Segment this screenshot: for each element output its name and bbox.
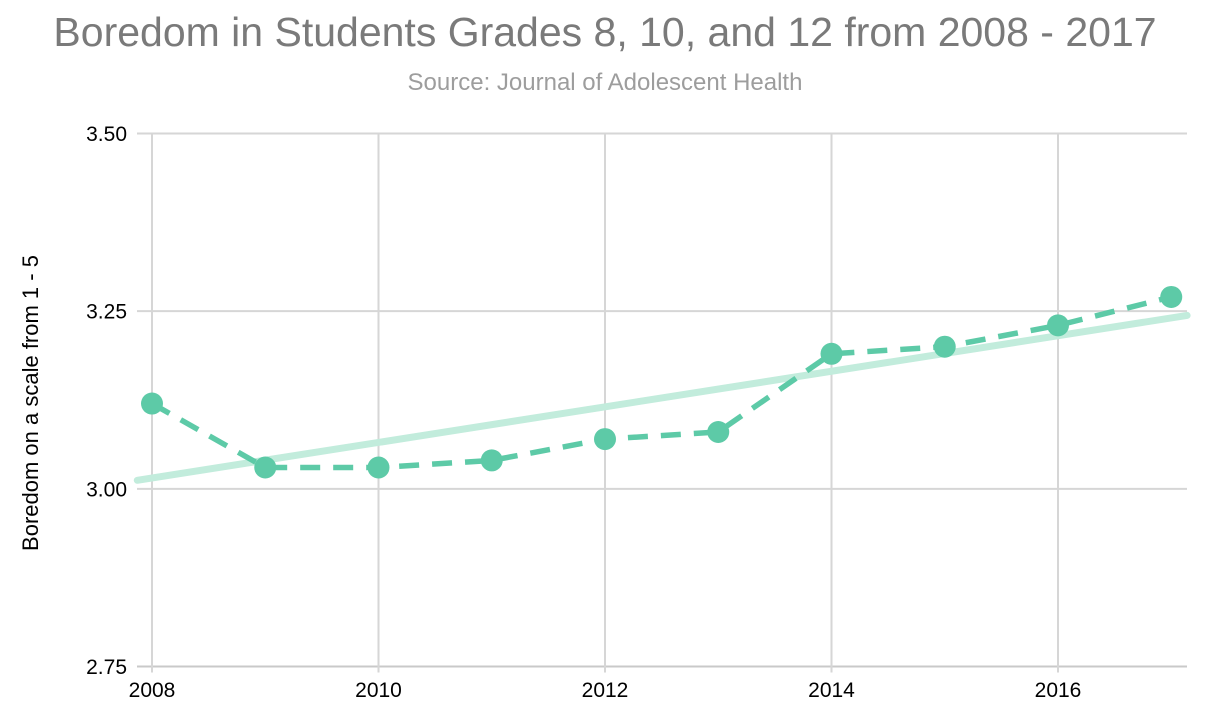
x-tick-label-2010: 2010 [355, 679, 402, 702]
x-tick-label-2012: 2012 [582, 679, 629, 702]
y-tick-label-3.50: 3.50 [86, 123, 127, 146]
x-tick-label-2008: 2008 [129, 679, 176, 702]
data-point-2013 [707, 420, 730, 443]
x-tick-label-2014: 2014 [808, 679, 855, 702]
data-point-2012 [594, 428, 616, 451]
data-point-2014 [820, 342, 843, 365]
data-point-2017 [1160, 285, 1183, 308]
chart-subtitle: Source: Journal of Adolescent Health [407, 69, 803, 96]
data-point-2008 [141, 392, 163, 415]
y-tick-label-3.00: 3.00 [86, 478, 127, 501]
data-point-2015 [933, 335, 956, 358]
y-tick-label-3.25: 3.25 [86, 301, 127, 324]
data-point-2011 [480, 449, 503, 472]
chart-title: Boredom in Students Grades 8, 10, and 12… [53, 9, 1157, 55]
data-point-2010 [367, 456, 390, 479]
trendline [133, 311, 1191, 484]
y-tick-label-2.75: 2.75 [86, 656, 127, 679]
x-tick-label-2016: 2016 [1035, 679, 1082, 702]
data-point-2016 [1047, 314, 1069, 337]
data-point-2009 [254, 456, 277, 479]
boredom-series-line [150, 294, 1172, 471]
